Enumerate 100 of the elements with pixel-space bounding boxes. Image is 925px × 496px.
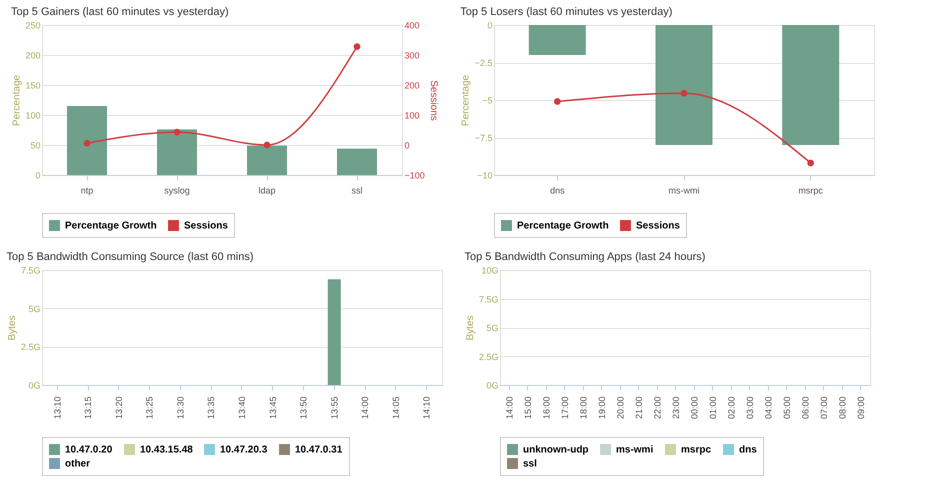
legend-label: ssl <box>523 458 538 470</box>
legend-label: msrpc <box>681 444 712 456</box>
chart-title: Top 5 Bandwidth Consuming Apps (last 24 hours) <box>464 251 706 263</box>
y2-tick-label: 100 <box>404 110 420 120</box>
x-tick-label: 20:00 <box>615 396 626 420</box>
legend-label: dns <box>739 444 758 456</box>
legend-label: 10.43.15.48 <box>140 444 194 456</box>
legend-label: 10.47.0.31 <box>295 444 343 456</box>
x-tick-label: 13:40 <box>237 396 247 420</box>
y-tick-label: 7.5G <box>20 266 40 276</box>
legend-label: Percentage Growth <box>517 220 609 232</box>
y-tick-label: 5G <box>486 323 498 333</box>
x-tick-label: ms-wmi <box>668 186 700 196</box>
y-tick-label: 2.5G <box>20 342 40 352</box>
x-tick-label: 05:00 <box>782 396 792 420</box>
point <box>680 90 688 97</box>
y-tick-label: −10 <box>477 170 492 180</box>
x-tick-label: 01:00 <box>708 396 718 420</box>
y-tick-label: 200 <box>25 50 40 60</box>
x-tick-label: 19:00 <box>596 396 607 420</box>
y-axis-title: Percentage <box>460 74 472 126</box>
y2-axis-title: Sessions <box>428 80 439 121</box>
y-tick-label: 2.5G <box>478 352 498 362</box>
x-tick-label: 08:00 <box>837 396 848 420</box>
x-tick-label: dns <box>550 186 566 196</box>
y-axis-title: Percentage <box>11 74 22 126</box>
x-tick-label: 18:00 <box>578 396 588 420</box>
y-tick-label: 5G <box>28 304 40 314</box>
x-tick-label: 13:25 <box>144 396 155 420</box>
x-tick-label: 23:00 <box>670 396 681 420</box>
x-tick-label: 14:00 <box>360 396 370 420</box>
y2-tick-label: 300 <box>404 50 420 60</box>
x-tick-label: 13:45 <box>268 396 278 420</box>
x-tick-label: 16:00 <box>541 396 552 420</box>
y-tick-label: 50 <box>30 140 40 150</box>
x-tick-label: 22:00 <box>652 396 662 420</box>
x-tick-label: 13:50 <box>298 396 309 420</box>
x-tick-label: 00:00 <box>689 396 700 420</box>
x-tick-label: 06:00 <box>800 396 810 420</box>
y-tick-label: −5 <box>482 96 492 106</box>
legend-label: ms-wmi <box>616 444 654 456</box>
y-axis-title: Bytes <box>464 315 476 341</box>
x-tick-label: 14:10 <box>422 396 432 420</box>
x-tick-label: 14:00 <box>504 396 514 420</box>
legend-label: Sessions <box>184 220 228 232</box>
y-tick-label: −7.5 <box>474 133 492 143</box>
legend-label: 10.47.0.20 <box>65 444 113 456</box>
point <box>174 128 180 136</box>
point <box>554 98 561 105</box>
bar <box>337 148 377 175</box>
x-tick-label: syslog <box>164 186 190 196</box>
legend-label: other <box>65 458 90 470</box>
point <box>354 43 360 50</box>
legend-label: Sessions <box>636 220 680 232</box>
bar <box>157 129 197 175</box>
x-tick-label: 17:00 <box>560 396 570 420</box>
x-tick-label: 13:35 <box>206 396 216 420</box>
y2-tick-label: −100 <box>404 170 425 180</box>
x-tick-label: 15:00 <box>522 396 533 420</box>
legend-label: Percentage Growth <box>65 220 157 232</box>
x-tick-label: 13:10 <box>52 396 62 420</box>
point <box>84 140 90 147</box>
y-tick-label: 0 <box>35 170 40 180</box>
x-tick-label: 13:30 <box>175 396 186 420</box>
x-tick-label: 09:00 <box>856 396 866 420</box>
y2-tick-label: 400 <box>404 20 420 30</box>
y-tick-label: −2.5 <box>474 58 492 68</box>
x-tick-label: ntp <box>80 186 94 196</box>
x-tick-label: 13:20 <box>114 396 124 420</box>
y-tick-label: 100 <box>25 110 40 120</box>
y2-tick-label: 0 <box>404 140 410 150</box>
x-tick-label: 02:00 <box>726 396 736 420</box>
y-tick-label: 0G <box>486 380 498 390</box>
legend-label: 10.47.20.3 <box>220 444 268 456</box>
chart-title: Top 5 Losers (last 60 minutes vs yesterday) <box>460 6 672 18</box>
bar <box>247 146 287 175</box>
x-tick-label: ssl <box>352 186 362 196</box>
x-tick-label: 13:15 <box>83 396 94 420</box>
y-tick-label: 150 <box>25 80 40 90</box>
x-tick-label: 07:00 <box>818 396 829 420</box>
y-tick-label: 0 <box>487 20 492 30</box>
chart-title: Top 5 Bandwidth Consuming Source (last 60 mins) <box>6 251 254 263</box>
bar <box>67 106 107 175</box>
x-tick-label: ldap <box>258 186 276 196</box>
point <box>264 142 270 148</box>
y-tick-label: 0G <box>28 380 40 390</box>
chart-title: Top 5 Gainers (last 60 minutes vs yesterday) <box>10 6 229 18</box>
x-tick-label: 14:05 <box>390 396 401 420</box>
x-tick-label: 21:00 <box>634 396 644 420</box>
y-tick-label: 250 <box>25 20 40 30</box>
x-tick-label: 03:00 <box>744 396 755 420</box>
x-tick-label: 04:00 <box>763 396 774 420</box>
y-tick-label: 7.5G <box>478 294 498 304</box>
x-tick-label: msrpc <box>798 186 824 196</box>
point <box>807 160 814 166</box>
y-axis-title: Bytes <box>6 315 18 341</box>
y-tick-label: 10G <box>481 266 498 276</box>
legend-label: unknown-udp <box>523 444 589 456</box>
x-tick-label: 13:55 <box>329 396 340 420</box>
y2-tick-label: 200 <box>404 80 420 90</box>
